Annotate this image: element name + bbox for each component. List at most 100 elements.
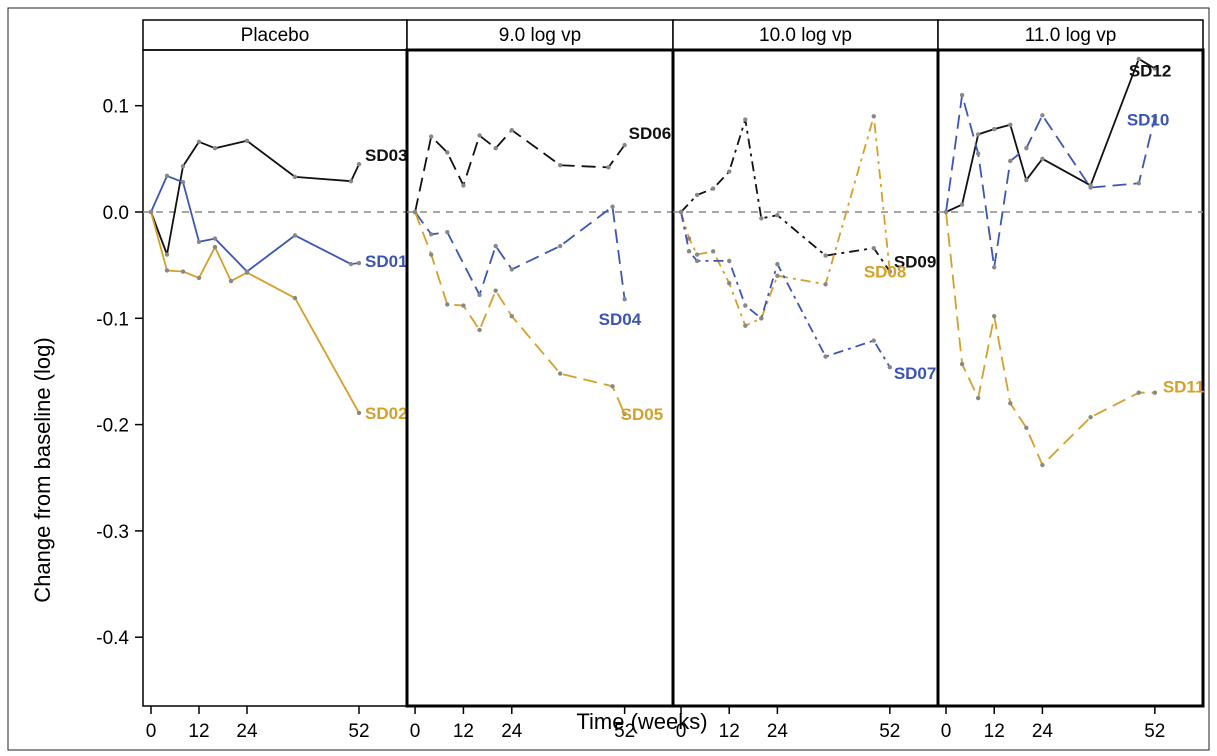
figure-border [7, 7, 1210, 751]
x-tick-label: 12 [719, 721, 740, 742]
data-point [1152, 390, 1158, 395]
data-point [823, 354, 828, 359]
series-label-sd07: SD07 [894, 364, 937, 383]
data-point [1040, 113, 1045, 118]
data-point [1008, 122, 1013, 128]
data-point [694, 192, 700, 198]
series-line-sd05 [414, 211, 626, 415]
panel-strip [142, 19, 408, 51]
y-axis-title: Change from baseline (log) [30, 337, 55, 602]
data-point [477, 327, 482, 333]
data-point [461, 183, 466, 188]
data-point [445, 150, 450, 155]
data-point [622, 411, 627, 417]
y-tick-label: 0.0 [103, 203, 129, 224]
data-point [1024, 146, 1029, 151]
data-point [1136, 56, 1141, 62]
data-point [196, 275, 202, 281]
data-point [180, 164, 186, 169]
series-label-sd03: SD03 [365, 146, 408, 165]
series-label-sd01: SD01 [365, 252, 408, 271]
series-label-sd12: SD12 [1129, 61, 1172, 80]
data-point [180, 269, 186, 274]
data-point [610, 384, 615, 389]
data-point [871, 338, 876, 343]
data-point [823, 253, 828, 258]
data-point [244, 138, 250, 143]
data-point [992, 313, 997, 319]
data-point [1152, 66, 1158, 71]
panel-frame [936, 48, 1205, 708]
panel-strip [672, 19, 939, 51]
data-point [694, 258, 700, 264]
series-line-sd11 [945, 211, 1155, 466]
data-point [1040, 462, 1045, 468]
data-point [1088, 414, 1093, 420]
data-point [1008, 401, 1013, 406]
data-point [509, 313, 514, 319]
data-point [686, 236, 692, 241]
data-point [557, 243, 563, 249]
x-tick-label: 24 [501, 721, 523, 742]
data-point [727, 169, 732, 174]
data-point [164, 268, 170, 273]
x-tick-label: 12 [188, 721, 209, 742]
data-point [1088, 185, 1093, 190]
data-point [694, 252, 700, 257]
data-point [727, 258, 732, 264]
data-point [244, 270, 250, 275]
data-point [493, 288, 498, 293]
x-tick-label: 24 [236, 721, 258, 742]
data-point [509, 267, 514, 272]
y-axis: 0.1 0.0 -0.1 -0.2 -0.3 -0.4 [96, 97, 143, 649]
x-tick-label: 0 [146, 721, 157, 742]
data-point [1136, 181, 1141, 186]
data-point [212, 244, 218, 250]
panel-strip-label: 11.0 log vp [1025, 25, 1117, 46]
x-axis-title: Time (weeks) [576, 709, 707, 734]
data-point [727, 281, 732, 286]
panel-strip-label: 10.0 log vp [759, 25, 852, 46]
x-tick-label: 12 [453, 721, 474, 742]
data-point [348, 178, 354, 184]
data-point [871, 114, 876, 119]
data-point [493, 146, 498, 151]
data-point [959, 361, 965, 367]
data-point [710, 249, 716, 254]
data-point [992, 126, 997, 132]
series-label-sd10: SD10 [1127, 110, 1170, 129]
series-line-sd07 [680, 211, 891, 368]
series-label-sd09: SD09 [894, 253, 937, 272]
data-point [228, 278, 234, 284]
data-point [356, 260, 362, 266]
x-tick-label: 24 [1032, 721, 1054, 742]
data-point [678, 209, 684, 215]
series-label-sd04: SD04 [599, 310, 642, 329]
series-label-sd06: SD06 [629, 124, 672, 143]
x-tick-label: 52 [348, 721, 369, 742]
data-point [959, 92, 965, 98]
data-point [196, 139, 202, 145]
data-point [348, 261, 354, 267]
y-tick-label: -0.1 [96, 309, 129, 330]
data-point [759, 316, 764, 321]
data-point [292, 233, 298, 238]
x-tick-label: 0 [410, 721, 421, 742]
y-tick-label: 0.1 [103, 97, 129, 118]
data-point [493, 243, 498, 249]
data-point [823, 282, 828, 287]
data-point [445, 229, 450, 235]
panel-1: Placebo 0 12 24 52 SD03 SD01 SD02 [142, 19, 408, 742]
series-label-sd05: SD05 [621, 405, 664, 424]
data-point [1040, 156, 1045, 162]
data-point [943, 209, 949, 215]
x-tick-label: 12 [984, 721, 1005, 742]
data-point [1024, 177, 1029, 183]
data-point [743, 303, 748, 308]
data-point [975, 132, 981, 137]
data-point [292, 295, 298, 301]
y-tick-label: -0.3 [96, 522, 129, 543]
data-point [164, 252, 170, 257]
